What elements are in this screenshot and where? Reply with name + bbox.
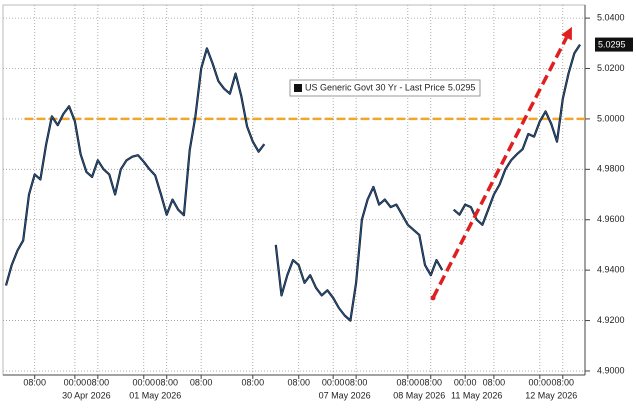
legend-last: 5.0295 [448, 83, 476, 93]
x-tick-label: 08:00 [155, 377, 178, 387]
y-tick-label: 5.0200 [597, 63, 625, 73]
y-tick-label: 5.0000 [597, 113, 625, 123]
x-date-label: 01 May 2026 [129, 390, 181, 400]
legend-box [289, 79, 481, 97]
x-tick-label: 08:00 [23, 377, 46, 387]
x-tick-label: 00:00 [132, 377, 155, 387]
y-tick-label: 4.9400 [597, 265, 625, 275]
x-tick-label: 08:00 [87, 377, 110, 387]
last-price-label: 5.0295 [598, 39, 626, 49]
x-tick-label: 00:00 [529, 377, 552, 387]
y-tick-label: 4.9800 [597, 164, 625, 174]
legend-swatch [294, 84, 302, 92]
y-tick-label: 4.9200 [597, 315, 625, 325]
x-tick-label: 08:00 [483, 377, 506, 387]
x-tick-label: 00:00 [322, 377, 345, 387]
x-tick-label: 08:00 [242, 377, 265, 387]
x-tick-label: 08:00 [190, 377, 213, 387]
y-tick-label: 4.9000 [597, 365, 625, 375]
x-tick-label: 08:00 [397, 377, 420, 387]
x-date-label: 12 May 2026 [525, 390, 577, 400]
legend: US Generic Govt 30 Yr - Last Price 5.0295 [289, 79, 481, 97]
arrow-head [561, 26, 572, 41]
legend-text: US Generic Govt 30 Yr - Last Price 5.0295 [305, 83, 475, 93]
arrow-start [430, 295, 436, 301]
x-date-label: 07 May 2026 [319, 390, 371, 400]
trend-arrow [431, 36, 569, 299]
y-tick-label: 4.9600 [597, 214, 625, 224]
x-date-label: 30 Apr 2026 [62, 390, 111, 400]
last-price-tag [595, 37, 633, 52]
x-tick-label: 08:00 [287, 377, 310, 387]
x-date-label: 11 May 2026 [451, 390, 502, 400]
legend-name: US Generic Govt 30 Yr - Last Price [305, 83, 445, 93]
x-tick-label: 08:00 [552, 377, 575, 387]
x-tick-label: 00:00 [64, 377, 87, 387]
x-tick-label: 00:00 [454, 377, 477, 387]
y-tick-label: 5.0400 [597, 12, 625, 22]
x-tick-label: 08:00 [419, 377, 442, 387]
x-tick-label: 08:00 [345, 377, 368, 387]
x-date-label: 08 May 2026 [393, 390, 445, 400]
